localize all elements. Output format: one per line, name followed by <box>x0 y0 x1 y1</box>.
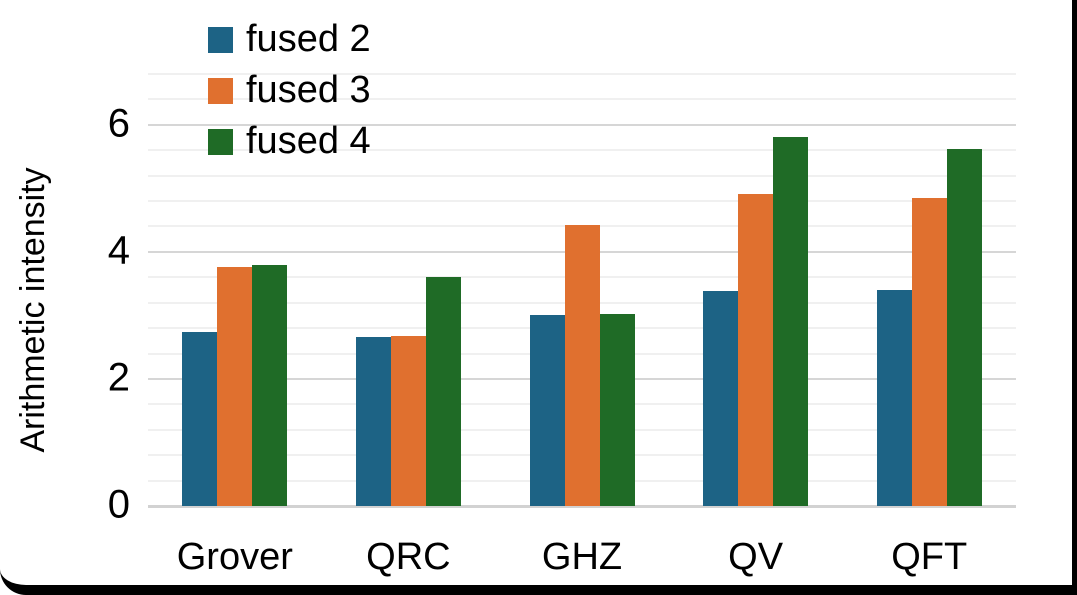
bar-fused-4-qft <box>946 148 982 506</box>
x-category-label-qv: QV <box>728 536 784 578</box>
y-axis-title: Arithmetic intensity <box>14 167 52 453</box>
bar-fused-3-qrc <box>390 335 426 506</box>
bar-fused-3-qv <box>738 194 774 506</box>
bar-fused-2-qft <box>876 290 912 506</box>
minor-gridline-6.4 <box>148 98 1016 101</box>
bar-fused-2-qv <box>703 291 739 506</box>
x-category-label-qft: QFT <box>891 536 968 578</box>
bar-fused-3-ghz <box>564 225 600 506</box>
x-category-label-qrc: QRC <box>366 536 451 578</box>
legend-swatch-fused-2 <box>208 26 233 53</box>
bar-fused-4-qv <box>773 136 809 506</box>
major-gridline-6 <box>148 123 1016 126</box>
bar-fused-3-grover <box>217 267 253 506</box>
bar-fused-4-qrc <box>425 277 461 506</box>
plot-area <box>148 73 1016 508</box>
minor-gridline-4.8 <box>148 200 1016 203</box>
x-category-label-ghz: GHZ <box>541 536 623 578</box>
legend-label-fused-2: fused 2 <box>246 18 371 60</box>
legend-label-fused-3: fused 3 <box>246 69 371 111</box>
y-tick-label-6: 6 <box>107 101 130 146</box>
bar-fused-4-grover <box>252 264 288 506</box>
y-tick-label-2: 2 <box>107 355 130 400</box>
legend-item-fused-2: fused 2 <box>208 14 371 65</box>
bar-fused-4-ghz <box>599 313 635 506</box>
x-category-label-grover: Grover <box>176 536 293 578</box>
y-tick-label-4: 4 <box>107 228 130 273</box>
minor-gridline-5.6 <box>148 149 1016 152</box>
legend-item-fused-3: fused 3 <box>208 65 371 116</box>
legend-swatch-fused-3 <box>208 77 233 104</box>
bar-fused-2-qrc <box>355 337 391 506</box>
minor-gridline-6.8 <box>148 73 1016 75</box>
baseline-gridline-0 <box>148 505 1016 508</box>
bar-fused-2-grover <box>182 331 218 506</box>
legend-label-fused-4: fused 4 <box>246 120 371 162</box>
legend: fused 2 fused 3 fused 4 <box>208 14 371 167</box>
bar-fused-2-ghz <box>529 315 565 506</box>
y-tick-label-0: 0 <box>107 482 130 527</box>
minor-gridline-5.2 <box>148 174 1016 177</box>
legend-item-fused-4: fused 4 <box>208 116 371 167</box>
bar-fused-3-qft <box>911 197 947 506</box>
legend-swatch-fused-4 <box>208 128 233 155</box>
